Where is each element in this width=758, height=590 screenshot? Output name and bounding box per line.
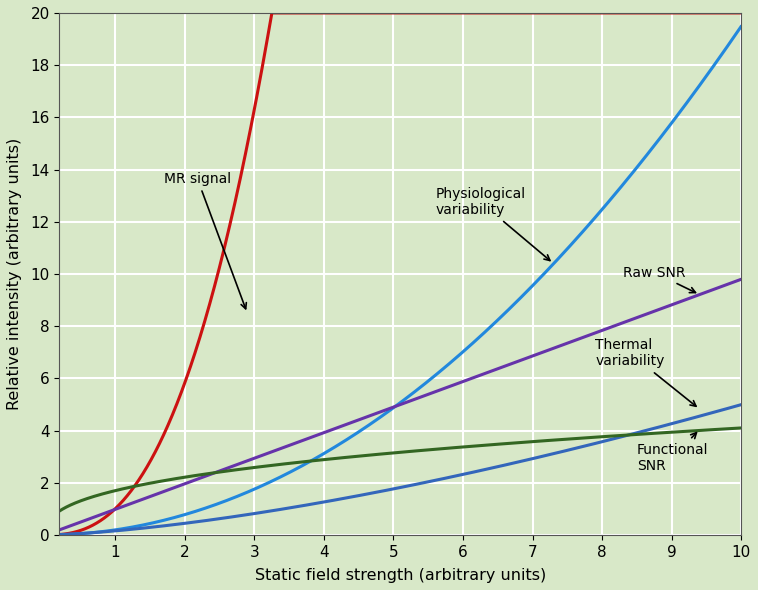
Text: Thermal
variability: Thermal variability [595, 338, 696, 407]
X-axis label: Static field strength (arbitrary units): Static field strength (arbitrary units) [255, 568, 546, 583]
Text: Raw SNR: Raw SNR [623, 266, 696, 293]
Text: MR signal: MR signal [164, 172, 246, 309]
Text: Physiological
variability: Physiological variability [435, 187, 550, 261]
Text: Functional
SNR: Functional SNR [637, 432, 709, 473]
Y-axis label: Relative intensity (arbitrary units): Relative intensity (arbitrary units) [7, 138, 22, 410]
